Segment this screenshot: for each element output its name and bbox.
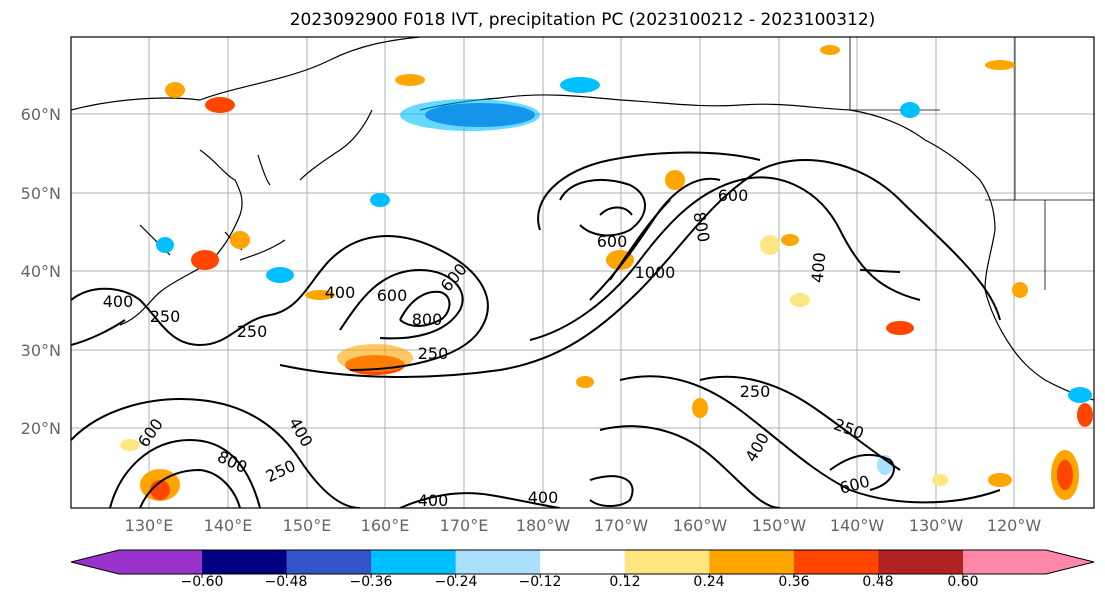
colorbar-segment (286, 550, 372, 574)
lon-label: 130°W (909, 516, 964, 535)
lon-label: 150°E (283, 516, 332, 535)
lon-label: 160°E (361, 516, 410, 535)
lon-label: 120°W (987, 516, 1042, 535)
colorbar-segment (963, 550, 1094, 574)
lat-label: 50°N (21, 184, 61, 203)
contour-label: 250 (740, 382, 771, 401)
colorbar-tick-label: −0.60 (181, 574, 224, 590)
lat-label: 30°N (21, 341, 61, 360)
colorbar-tick-label: −0.12 (519, 574, 562, 590)
colorbar-tick-label: 0.36 (778, 574, 809, 590)
contour-label: 1000 (635, 263, 676, 282)
colorbar-segment (71, 550, 202, 574)
colorbar-segment (878, 550, 964, 574)
contour-label: 400 (325, 283, 356, 302)
colorbar-tick-label: −0.36 (350, 574, 393, 590)
colorbar-tick-label: 0.60 (947, 574, 978, 590)
contour-label: 800 (412, 310, 443, 329)
colorbar-tick-label: 0.12 (609, 574, 640, 590)
contour-label: 250 (237, 322, 268, 341)
contour-label: 400 (418, 491, 449, 510)
lat-label: 40°N (21, 262, 61, 281)
lon-label: 160°W (673, 516, 728, 535)
borders (849, 37, 1094, 290)
contour-labels: 400 250 400 600 800 250 600 1000 600 800… (103, 186, 872, 510)
contour-label: 600 (718, 186, 749, 205)
lat-label: 20°N (21, 419, 61, 438)
ivt-contours (71, 151, 1001, 508)
colorbar (70, 549, 1095, 578)
contour-label: 400 (103, 292, 134, 311)
lon-label: 140°E (204, 516, 253, 535)
contour-label: 400 (528, 488, 559, 507)
colorbar-segment (793, 550, 879, 574)
colorbar-outline (70, 549, 1095, 575)
contour-label: 400 (808, 251, 830, 283)
contour-label: 600 (597, 232, 628, 251)
lon-label: 180°W (516, 516, 571, 535)
colorbar-tick-labels: −0.60 −0.48 −0.36 −0.24 −0.12 0.12 0.24 … (181, 574, 979, 590)
colorbar-tick-label: 0.48 (862, 574, 893, 590)
colorbar-segment (709, 550, 795, 574)
contour-label: 250 (418, 344, 449, 363)
contour-label: 250 (150, 307, 181, 326)
lon-label: 150°W (752, 516, 807, 535)
lon-labels: 130°E 140°E 150°E 160°E 170°E 180°W 170°… (125, 516, 1042, 535)
colorbar-tick-label: 0.24 (693, 574, 724, 590)
colorbar-segment (202, 550, 288, 574)
lat-labels: 60°N 50°N 40°N 30°N 20°N (21, 105, 61, 438)
colorbar-tick-label: −0.48 (265, 574, 308, 590)
lat-label: 60°N (21, 105, 61, 124)
contour-label: 600 (377, 286, 408, 305)
lon-label: 140°W (830, 516, 885, 535)
colorbar-segment (540, 550, 626, 574)
lon-label: 170°W (594, 516, 649, 535)
coastlines (71, 37, 1094, 401)
colorbar-segment (371, 550, 457, 574)
colorbar-tick-label: −0.24 (435, 574, 478, 590)
colorbar-segment (455, 550, 541, 574)
lon-label: 130°E (125, 516, 174, 535)
map-title: 2023092900 F018 IVT, precipitation PC (2… (289, 10, 876, 30)
lon-label: 170°E (440, 516, 489, 535)
colorbar-segment (624, 550, 710, 574)
plot-area[interactable] (71, 37, 1094, 508)
